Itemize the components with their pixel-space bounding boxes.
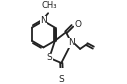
Text: N: N bbox=[40, 16, 47, 25]
Text: S: S bbox=[59, 75, 65, 84]
Text: O: O bbox=[74, 20, 81, 29]
Text: S: S bbox=[46, 53, 52, 62]
Text: CH₃: CH₃ bbox=[41, 1, 57, 10]
Text: N: N bbox=[68, 38, 75, 47]
